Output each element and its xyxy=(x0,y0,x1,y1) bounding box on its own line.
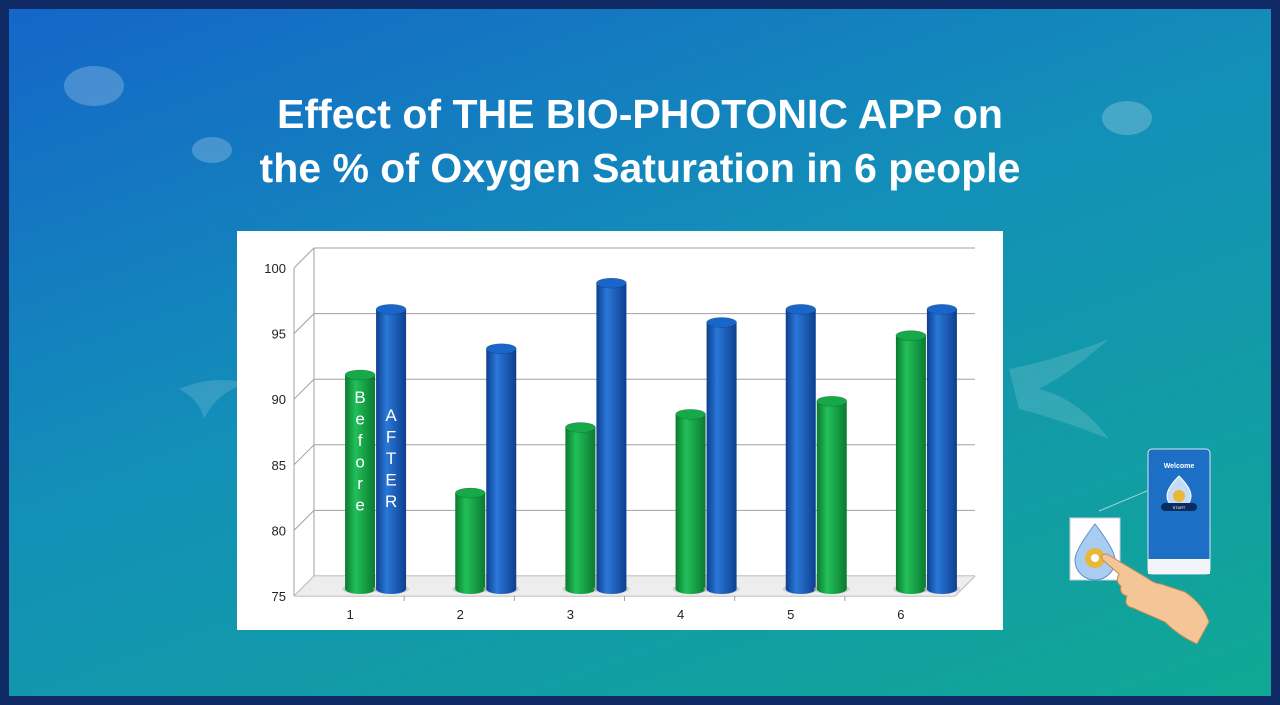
annotation-after-letter: R xyxy=(385,492,397,511)
annotation-before-letter: e xyxy=(355,496,364,515)
bar-after-4 xyxy=(703,317,740,594)
x-tick-label: 2 xyxy=(457,607,464,622)
phone-start-button[interactable] xyxy=(1161,503,1197,511)
bar-before-6 xyxy=(892,330,929,594)
annotation-before-letter: o xyxy=(355,453,364,472)
x-tick-label: 5 xyxy=(787,607,794,622)
gridline-slant xyxy=(293,444,315,466)
gridline-slant xyxy=(293,247,315,269)
annotation-before-letter: B xyxy=(354,388,365,407)
page-title: Effect of THE BIO-PHOTONIC APP on the % … xyxy=(9,87,1271,195)
gridline-slant xyxy=(293,510,315,531)
bar-before-4 xyxy=(672,409,709,594)
app-illustration: Welcome START xyxy=(1069,448,1211,645)
bar-after-6 xyxy=(923,304,960,594)
y-tick-label: 100 xyxy=(264,261,286,276)
x-tick-label: 1 xyxy=(346,607,353,622)
bubble-1 xyxy=(64,66,124,106)
title-line-1: Effect of THE BIO-PHOTONIC APP on xyxy=(277,91,1003,137)
bar-after-5 xyxy=(782,304,819,594)
bar-after-3 xyxy=(593,277,630,594)
annotation-before-letter: e xyxy=(355,410,364,429)
y-tick-label: 75 xyxy=(272,589,286,604)
bar-before-3 xyxy=(562,422,599,594)
y-tick-label: 85 xyxy=(272,458,286,473)
annotation-after-letter: F xyxy=(386,428,396,447)
swoosh-right xyxy=(1009,339,1109,439)
water-drop-icon xyxy=(1069,517,1121,581)
x-tick-label: 6 xyxy=(897,607,904,622)
bubble-3 xyxy=(1102,101,1152,135)
x-tick-label: 3 xyxy=(567,607,574,622)
y-tick-label: 80 xyxy=(272,523,286,538)
y-tick-label: 95 xyxy=(272,327,286,342)
hand-pointer-icon xyxy=(1101,553,1210,645)
bubble-2 xyxy=(192,137,232,163)
bar-before-5 xyxy=(813,395,850,594)
x-tick-label: 4 xyxy=(677,607,684,622)
annotation-before-letter: r xyxy=(357,474,363,493)
bar-after-1 xyxy=(373,304,410,594)
gridline-slant xyxy=(293,378,315,400)
gridline-slant xyxy=(293,313,315,334)
bar-before-1 xyxy=(342,369,379,594)
y-tick-label: 90 xyxy=(272,392,286,407)
bar-after-2 xyxy=(483,343,520,594)
annotation-after-letter: E xyxy=(385,471,396,490)
title-line-2: the % of Oxygen Saturation in 6 people xyxy=(259,145,1021,191)
annotation-before-letter: f xyxy=(358,431,363,450)
phone-start-label: START xyxy=(1173,505,1186,510)
annotation-after-letter: T xyxy=(386,449,396,468)
swoosh-left xyxy=(179,380,249,419)
annotation-after-letter: A xyxy=(385,406,397,425)
phone-icon: Welcome START xyxy=(1147,448,1211,575)
bar-before-2 xyxy=(452,487,489,594)
phone-welcome-text: Welcome xyxy=(1164,463,1195,470)
